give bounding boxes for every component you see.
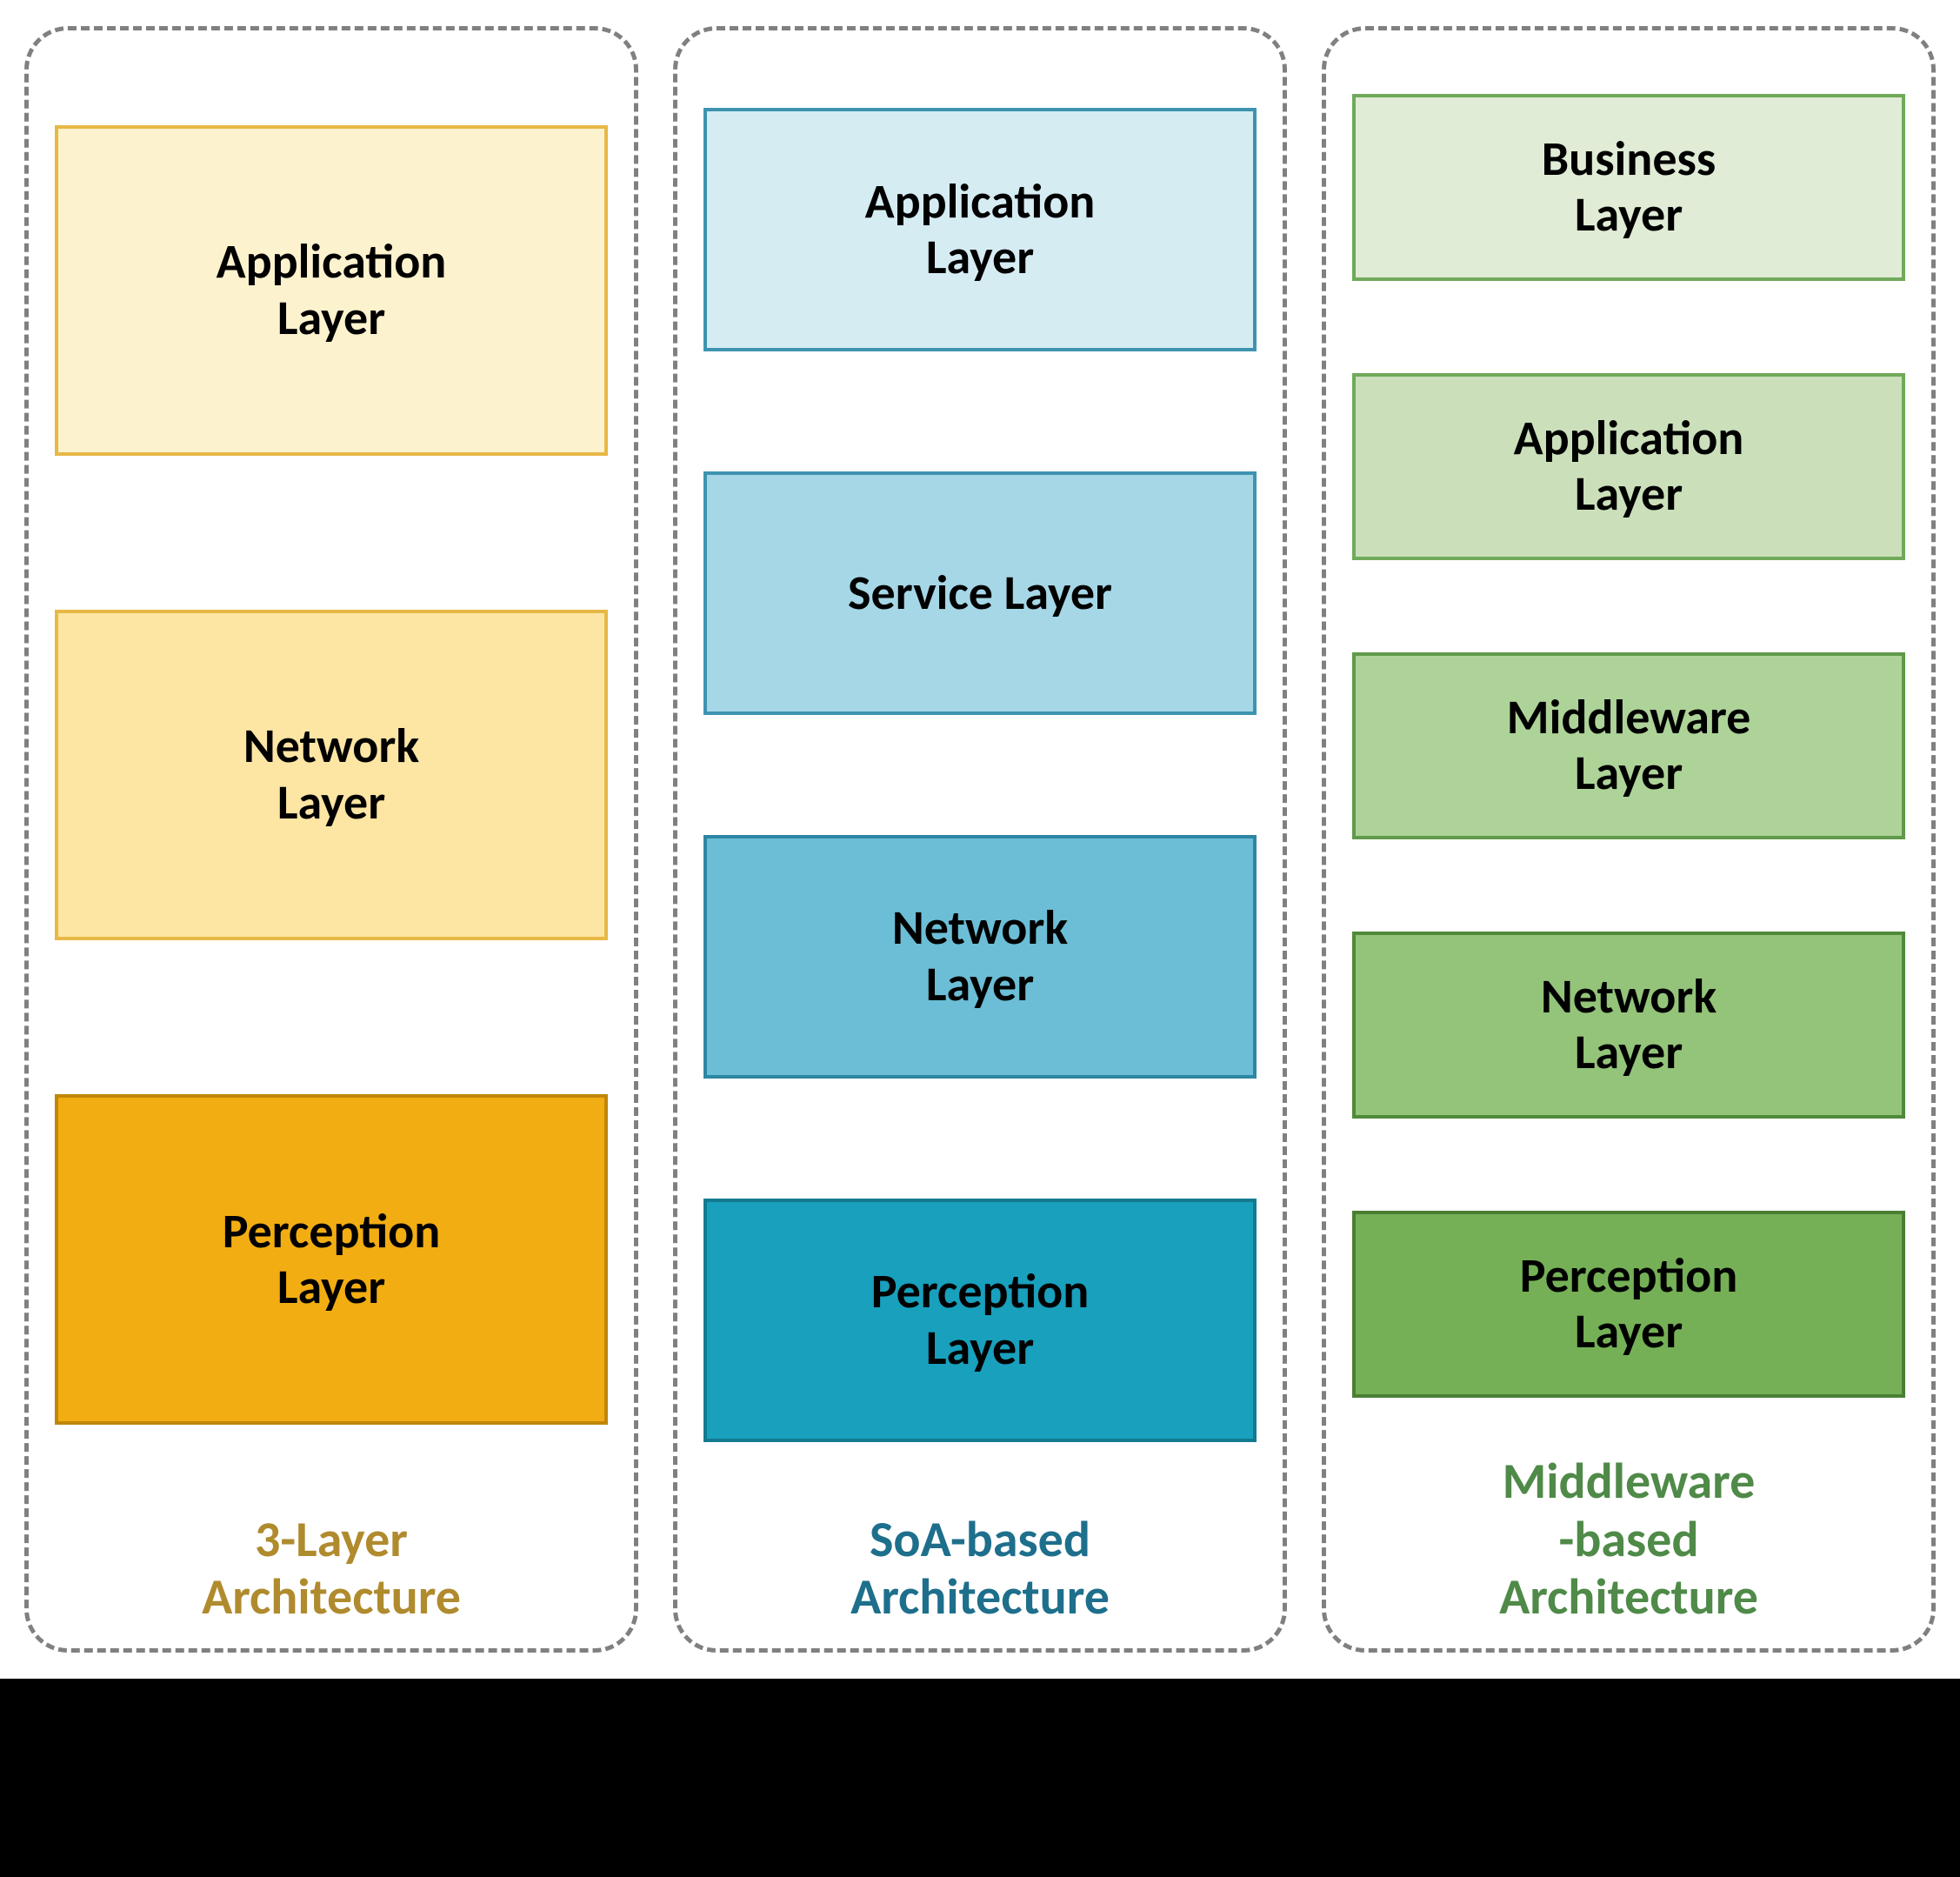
layer-label: ApplicationLayer <box>865 174 1096 286</box>
layer-label: MiddlewareLayer <box>1507 690 1751 802</box>
layers-wrap: ApplicationLayer Service Layer NetworkLaye… <box>703 61 1257 1489</box>
architecture-title: Middleware-basedArchitecture <box>1499 1453 1758 1627</box>
layer-box: NetworkLayer <box>1352 932 1905 1119</box>
architecture-title: 3-LayerArchitecture <box>202 1511 461 1627</box>
diagram-canvas: ApplicationLayer NetworkLayer PerceptionLa… <box>0 0 1960 1679</box>
layer-label: PerceptionLayer <box>1520 1248 1738 1360</box>
layer-label: NetworkLayer <box>892 900 1068 1012</box>
layer-box: ApplicationLayer <box>55 125 608 456</box>
layer-box: ApplicationLayer <box>1352 373 1905 560</box>
layers-wrap: ApplicationLayer NetworkLayer PerceptionLa… <box>55 61 608 1489</box>
layer-label: ApplicationLayer <box>1514 411 1744 523</box>
layer-label: PerceptionLayer <box>223 1204 441 1316</box>
layer-box: BusinessLayer <box>1352 94 1905 281</box>
layer-label: NetworkLayer <box>243 718 419 831</box>
layer-label: BusinessLayer <box>1542 131 1716 244</box>
layer-label: PerceptionLayer <box>871 1264 1090 1376</box>
layer-label: ApplicationLayer <box>217 234 447 346</box>
architecture-column-soa-based: ApplicationLayer Service Layer NetworkLaye… <box>673 26 1287 1653</box>
layer-box: PerceptionLayer <box>55 1094 608 1425</box>
layer-box: PerceptionLayer <box>1352 1211 1905 1398</box>
layer-box: NetworkLayer <box>55 610 608 940</box>
layer-label: NetworkLayer <box>1541 969 1717 1081</box>
architecture-column-middleware-based: BusinessLayer ApplicationLayer MiddlewareL… <box>1322 26 1936 1653</box>
architecture-column-three-layer: ApplicationLayer NetworkLayer PerceptionLa… <box>24 26 638 1653</box>
layer-box: NetworkLayer <box>703 835 1257 1079</box>
architecture-title: SoA-basedArchitecture <box>850 1511 1110 1627</box>
layer-box: MiddlewareLayer <box>1352 652 1905 839</box>
layer-label: Service Layer <box>848 565 1112 621</box>
layer-box: ApplicationLayer <box>703 108 1257 351</box>
layers-wrap: BusinessLayer ApplicationLayer MiddlewareL… <box>1352 61 1905 1431</box>
layer-box: Service Layer <box>703 471 1257 715</box>
layer-box: PerceptionLayer <box>703 1199 1257 1442</box>
